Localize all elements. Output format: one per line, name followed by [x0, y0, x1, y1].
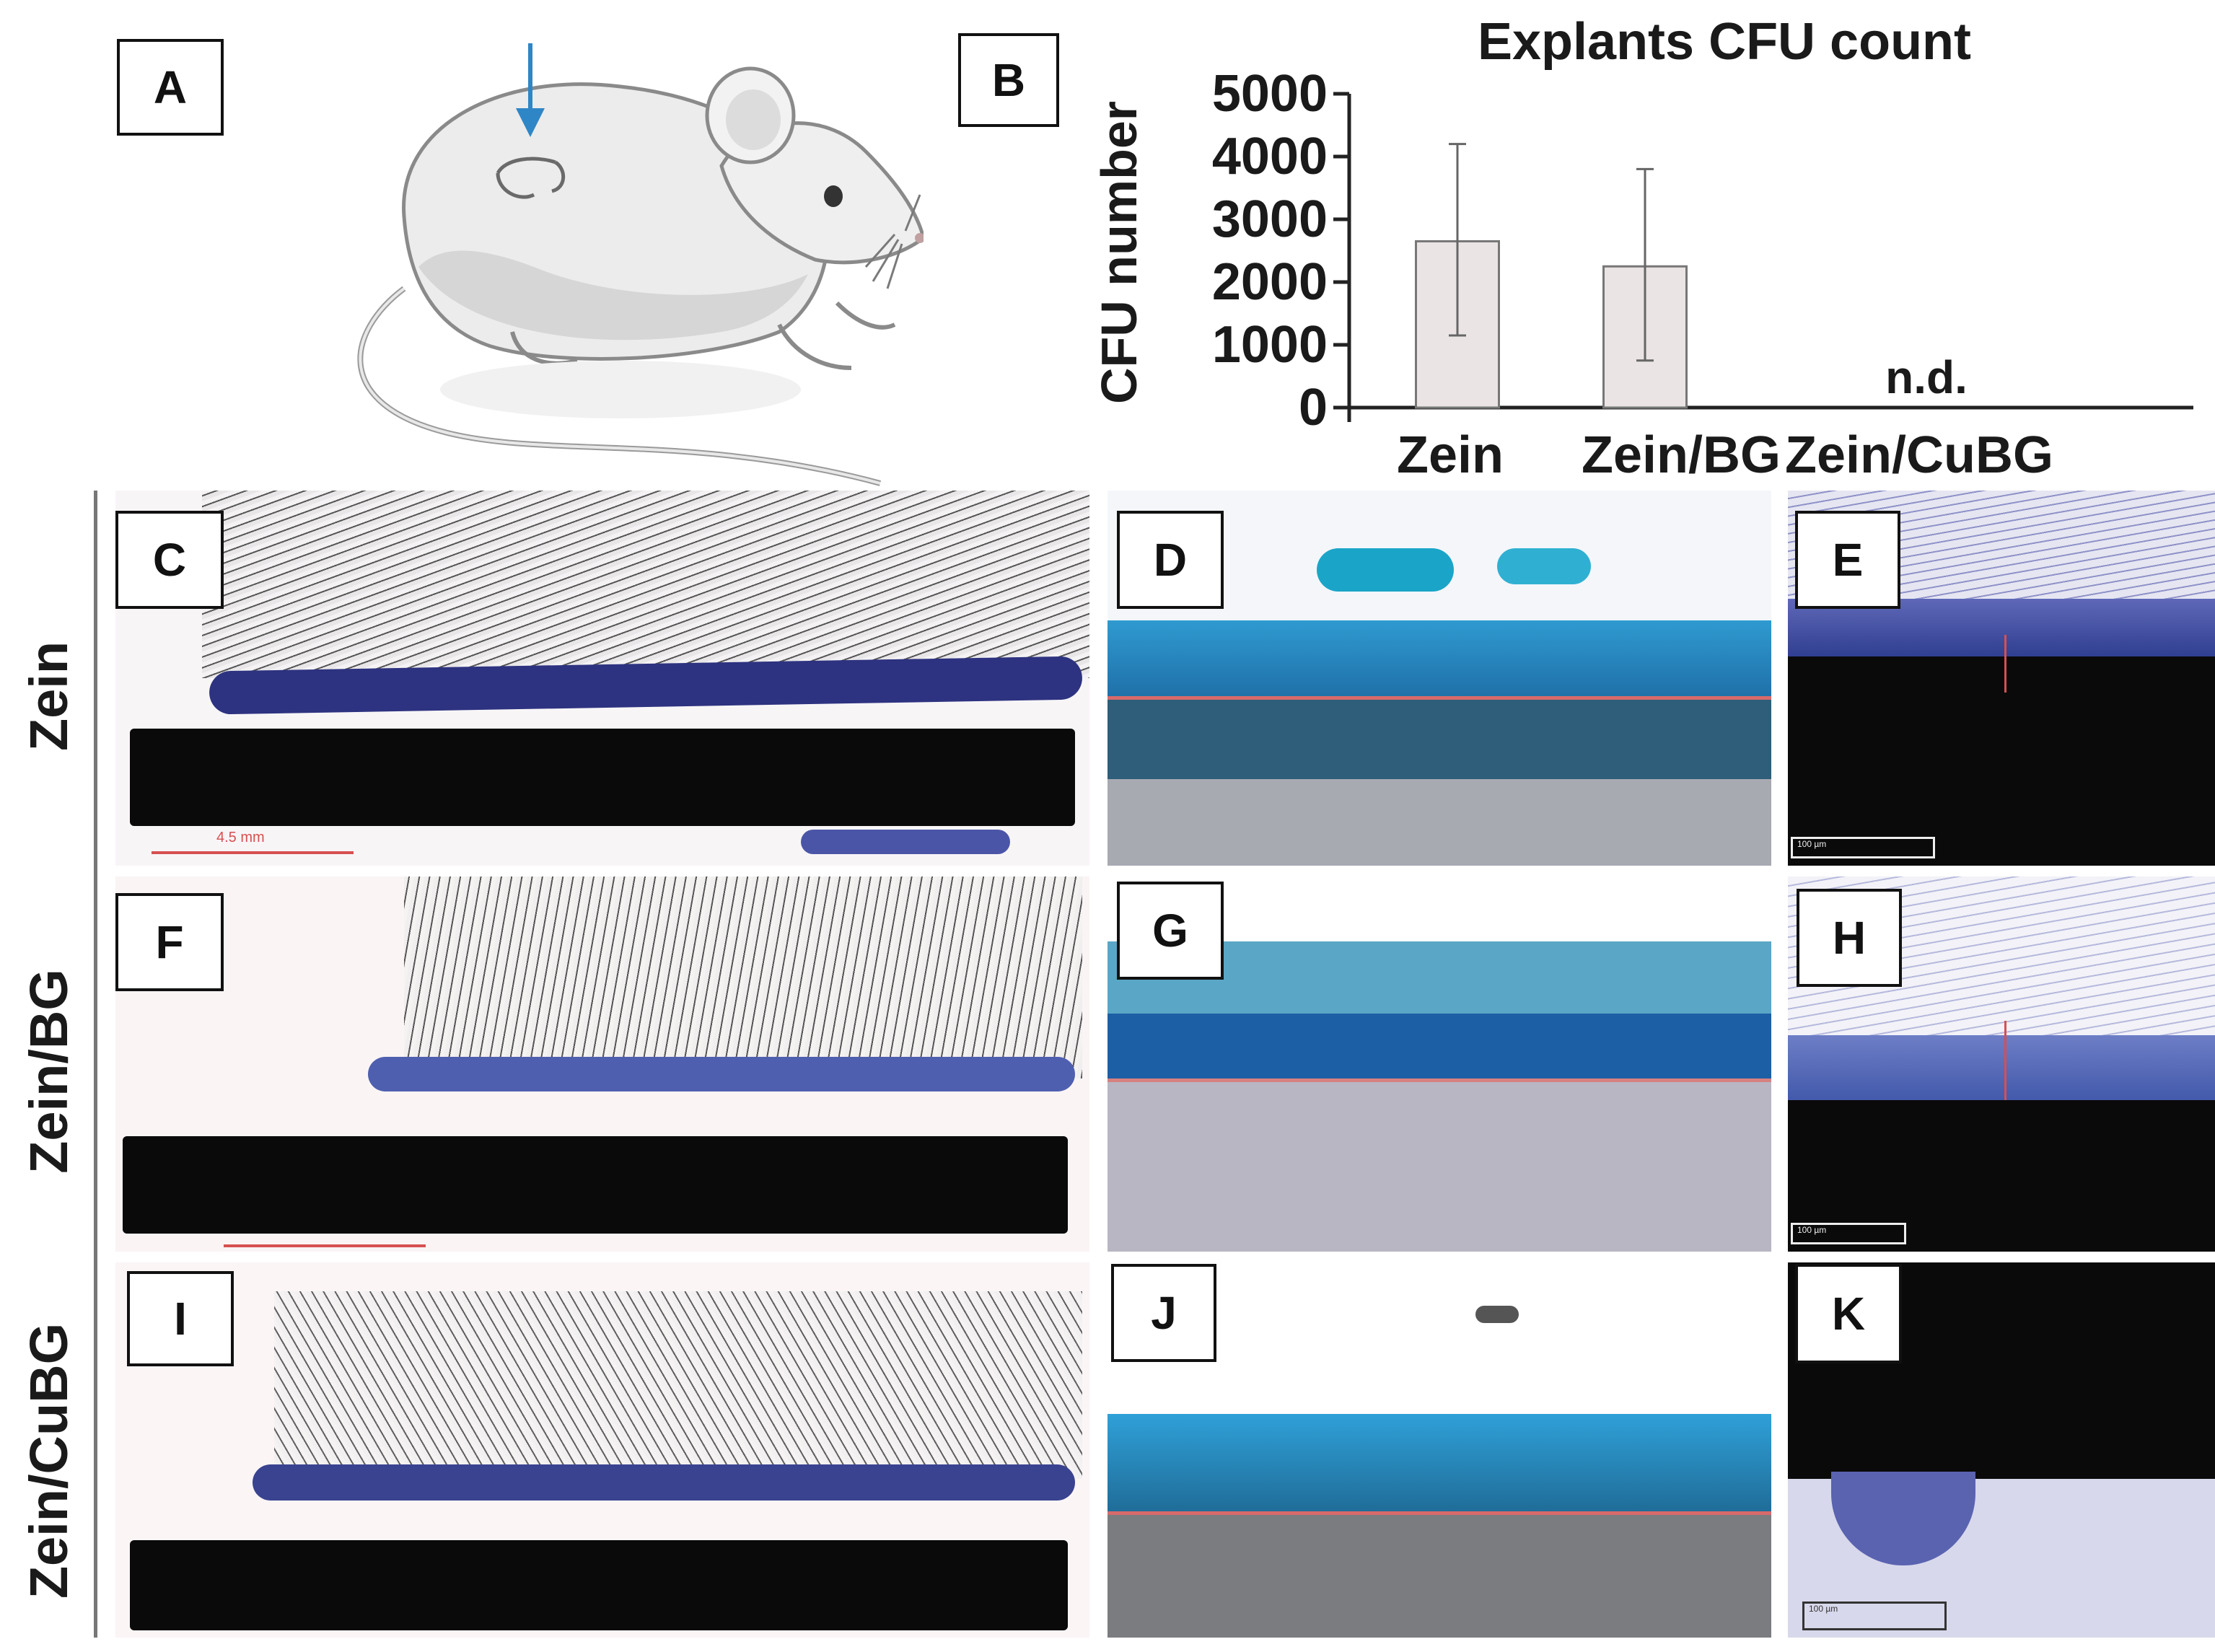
x-tick-label: Zein/CuBG	[1785, 426, 2053, 484]
row-label-zein-cubg: Zein/CuBG	[19, 1322, 79, 1599]
panel-label-f: F	[115, 893, 224, 991]
cfu-bar-chart: Explants CFU count CFU number 0100020003…	[1091, 13, 2193, 484]
histology-photo-j	[1108, 1262, 1771, 1638]
histology-photo-f	[115, 876, 1089, 1252]
panel-label-g: G	[1117, 882, 1224, 980]
scale-label-c: 4.5 mm	[216, 830, 265, 845]
chart-title: Explants CFU count	[1478, 13, 1971, 71]
x-tick-label: Zein	[1397, 426, 1504, 484]
panel-label-d: D	[1117, 511, 1224, 609]
mouse-illustration	[357, 43, 924, 486]
y-tick-label: 3000	[1212, 190, 1328, 248]
panel-label-b: B	[958, 33, 1059, 127]
scale-label-e: 100 µm	[1791, 837, 1935, 858]
panel-label-e: E	[1795, 511, 1900, 609]
panel-label-i: I	[127, 1271, 234, 1366]
panel-label-j: J	[1111, 1264, 1216, 1362]
histology-photo-i	[115, 1262, 1089, 1638]
row-label-zein: Zein	[19, 641, 79, 752]
y-axis-label: CFU number	[1091, 101, 1147, 404]
histology-photo-c: 4.5 mm	[115, 491, 1089, 866]
panel-label-c: C	[115, 511, 224, 609]
panel-label-h: H	[1797, 889, 1902, 987]
panel-label-k: K	[1795, 1264, 1902, 1363]
scale-label-h: 100 µm	[1791, 1223, 1906, 1244]
scale-label-k: 100 µm	[1802, 1602, 1947, 1630]
not-detected-annotation: n.d.	[1885, 351, 1968, 403]
histology-photo-g	[1108, 876, 1771, 1252]
y-tick-label: 0	[1299, 379, 1328, 436]
y-tick-label: 5000	[1212, 65, 1328, 123]
panel-label-a: A	[117, 39, 224, 136]
row-label-zein-bg: Zein/BG	[19, 969, 79, 1174]
y-tick-label: 1000	[1212, 316, 1328, 374]
y-tick-label: 2000	[1212, 253, 1328, 311]
x-tick-label: Zein/BG	[1582, 426, 1781, 484]
y-tick-label: 4000	[1212, 128, 1328, 185]
row-divider-left	[94, 491, 97, 1638]
